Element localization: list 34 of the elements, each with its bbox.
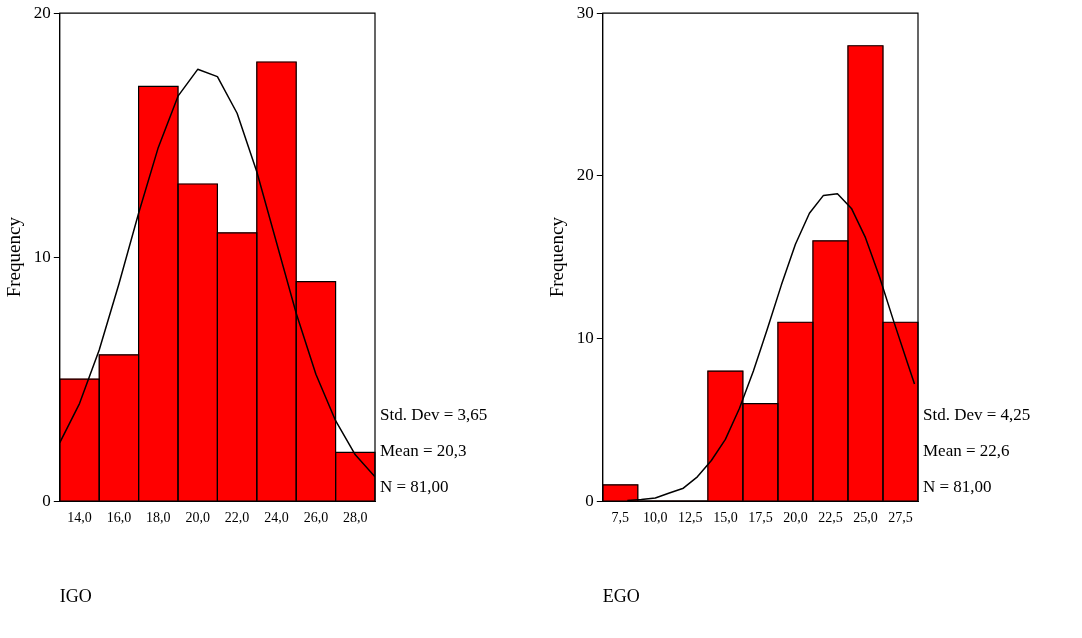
y-tick-label: 20 <box>33 2 51 22</box>
x-tick-label: 28,0 <box>343 510 368 526</box>
x-axis-title: IGO <box>59 586 92 607</box>
y-tick-label: 10 <box>576 328 594 347</box>
x-tick-label: 16,0 <box>106 510 132 526</box>
y-tick-label: 0 <box>585 490 594 510</box>
x-tick-label: 20,0 <box>185 510 210 526</box>
x-tick-label: 20,0 <box>783 510 808 526</box>
y-tick-label: 30 <box>576 2 594 22</box>
x-tick-label: 26,0 <box>303 510 329 526</box>
x-tick-label: 7,5 <box>611 510 630 526</box>
x-tick-label: 22,5 <box>818 510 843 526</box>
x-tick-label: 18,0 <box>146 510 171 526</box>
x-tick-label: 14,0 <box>67 510 92 526</box>
text: N = 81,00 <box>923 477 992 498</box>
y-axis-title: Frequency <box>3 216 25 298</box>
x-axis-title: EGO <box>602 586 640 607</box>
x-tick-label: 15,0 <box>713 510 738 526</box>
x-tick-label: 10,0 <box>643 510 668 526</box>
text: N = 81,00 <box>380 477 449 498</box>
x-tick-label: 25,0 <box>853 510 878 526</box>
x-tick-label: 17,5 <box>748 510 773 526</box>
x-tick-label: 24,0 <box>264 510 289 526</box>
text: Std. Dev = 4,25 <box>923 405 1031 426</box>
y-tick-label: 0 <box>42 490 51 510</box>
x-tick-label: 12,5 <box>678 510 703 526</box>
x-tick-label: 22,0 <box>224 510 250 526</box>
y-tick-label: 20 <box>576 165 594 185</box>
text: Mean = 22,6 <box>923 441 1010 462</box>
y-tick-label: 10 <box>33 246 51 266</box>
x-tick-label: 27,5 <box>888 510 913 526</box>
y-axis-title: Frequency <box>546 216 568 298</box>
text: Mean = 20,3 <box>380 441 467 462</box>
text: Std. Dev = 3,65 <box>380 405 488 426</box>
